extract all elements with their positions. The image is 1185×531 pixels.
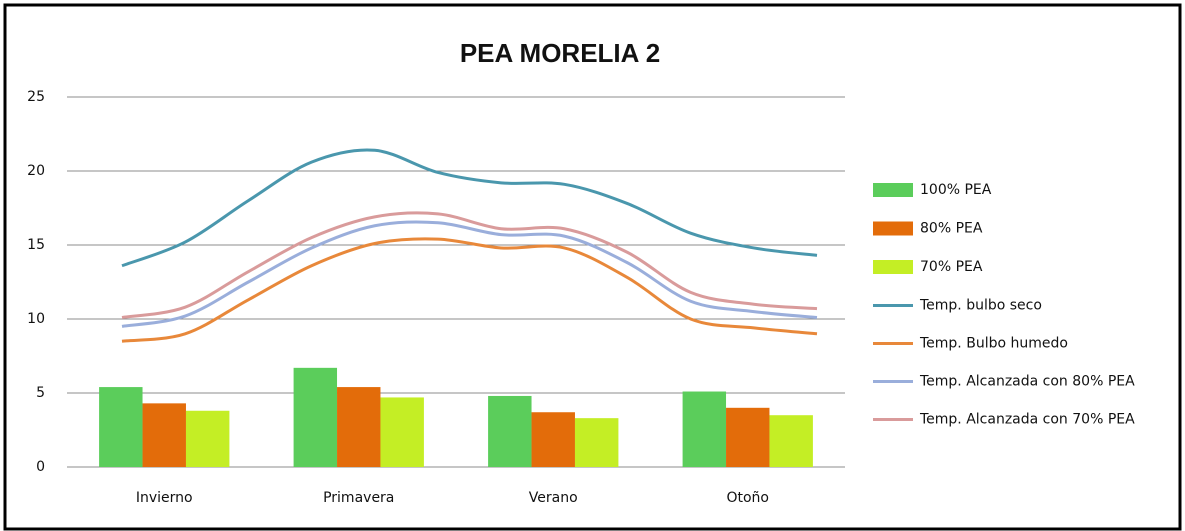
x-tick-label: Primavera <box>323 490 394 506</box>
bar <box>769 415 813 467</box>
legend-swatch <box>873 260 913 274</box>
bar <box>99 387 143 467</box>
y-tick-label: 15 <box>27 237 45 253</box>
x-tick-label: Verano <box>529 490 578 506</box>
bar <box>293 367 338 467</box>
line <box>121 220 818 328</box>
y-tick-label: 0 <box>36 459 45 475</box>
y-tick-label: 5 <box>36 385 45 401</box>
bar <box>531 412 575 467</box>
x-tick-label: Invierno <box>136 490 193 506</box>
y-tick-label: 25 <box>27 89 45 105</box>
legend-label: Temp. Bulbo humedo <box>919 336 1068 352</box>
legend-label: 80% PEA <box>920 221 983 237</box>
y-tick-label: 10 <box>27 311 45 327</box>
bar <box>682 391 727 467</box>
legend-label: Temp. bulbo seco <box>919 298 1042 314</box>
legend-swatch <box>873 221 913 236</box>
bar <box>488 395 532 467</box>
line <box>121 211 818 320</box>
bar <box>574 418 619 467</box>
chart-title: PEA MORELIA 2 <box>460 38 660 68</box>
legend-label: 100% PEA <box>920 182 992 198</box>
line <box>121 148 818 268</box>
x-tick-label: Otoño <box>726 490 769 506</box>
legend-swatch <box>873 183 913 197</box>
legend-label: Temp. Alcanzada con 70% PEA <box>919 412 1135 428</box>
bar <box>726 407 770 467</box>
line <box>121 237 818 343</box>
bar <box>380 397 424 467</box>
legend-label: Temp. Alcanzada con 80% PEA <box>919 374 1135 390</box>
bar <box>185 410 230 467</box>
bar <box>142 403 186 467</box>
legend-label: 70% PEA <box>920 259 983 275</box>
y-tick-label: 20 <box>27 163 45 179</box>
bar <box>337 387 381 467</box>
